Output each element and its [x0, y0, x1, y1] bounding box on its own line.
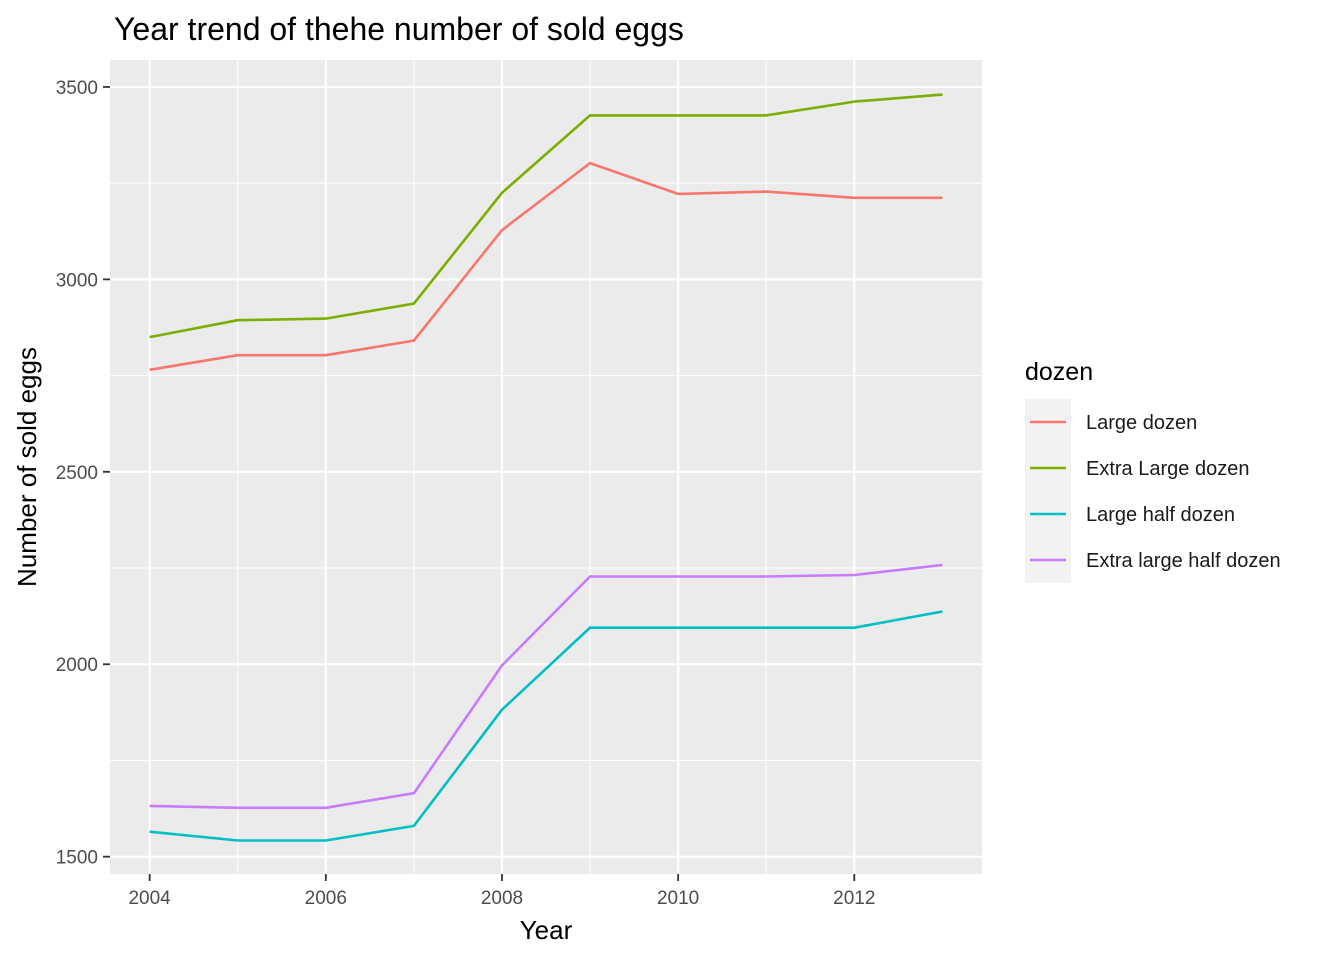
- x-tick-label: 2008: [481, 888, 523, 909]
- x-tick-label: 2004: [128, 888, 171, 909]
- legend-items: Large dozen Extra Large dozen Large half d…: [1025, 399, 1281, 583]
- minor-gridlines: [110, 60, 982, 874]
- legend-label: Extra Large dozen: [1086, 458, 1249, 480]
- major-gridlines: [110, 60, 982, 874]
- series-line-extra-large-half-dozen: [149, 563, 943, 810]
- y-tick-label: 1500: [56, 848, 98, 869]
- y-tick-label: 2000: [56, 655, 98, 676]
- series-line-extra-large-dozen: [149, 93, 943, 339]
- plot-panel: [110, 60, 982, 874]
- series-line-large-dozen: [149, 161, 943, 372]
- x-tick-label: 2012: [833, 888, 875, 909]
- x-tick-label: 2010: [657, 888, 699, 909]
- legend-title: dozen: [1025, 358, 1093, 386]
- series-line-large-half-dozen: [149, 610, 943, 842]
- x-axis-title: Year: [520, 915, 573, 945]
- chart-title: Year trend of thehe number of sold eggs: [114, 11, 684, 47]
- y-tick-label: 3000: [56, 270, 98, 291]
- legend-label: Large dozen: [1086, 412, 1197, 434]
- y-axis-title: Number of sold eggs: [12, 347, 42, 587]
- x-tick-label: 2006: [305, 888, 347, 909]
- legend-item-extra-large-half-dozen: Extra large half dozen: [1025, 537, 1281, 583]
- legend-label: Extra large half dozen: [1086, 550, 1281, 572]
- legend-item-extra-large-dozen: Extra Large dozen: [1025, 445, 1249, 491]
- legend-item-large-dozen: Large dozen: [1025, 399, 1197, 445]
- legend-item-large-half-dozen: Large half dozen: [1025, 491, 1235, 537]
- legend-label: Large half dozen: [1086, 504, 1235, 526]
- x-axis: 2004 2006 2008 2010 2012: [128, 874, 875, 909]
- series-lines: [149, 93, 943, 842]
- y-tick-label: 2500: [56, 463, 98, 484]
- y-tick-label: 3500: [56, 78, 98, 99]
- y-axis: 1500 2000 2500 3000 3500: [56, 78, 110, 869]
